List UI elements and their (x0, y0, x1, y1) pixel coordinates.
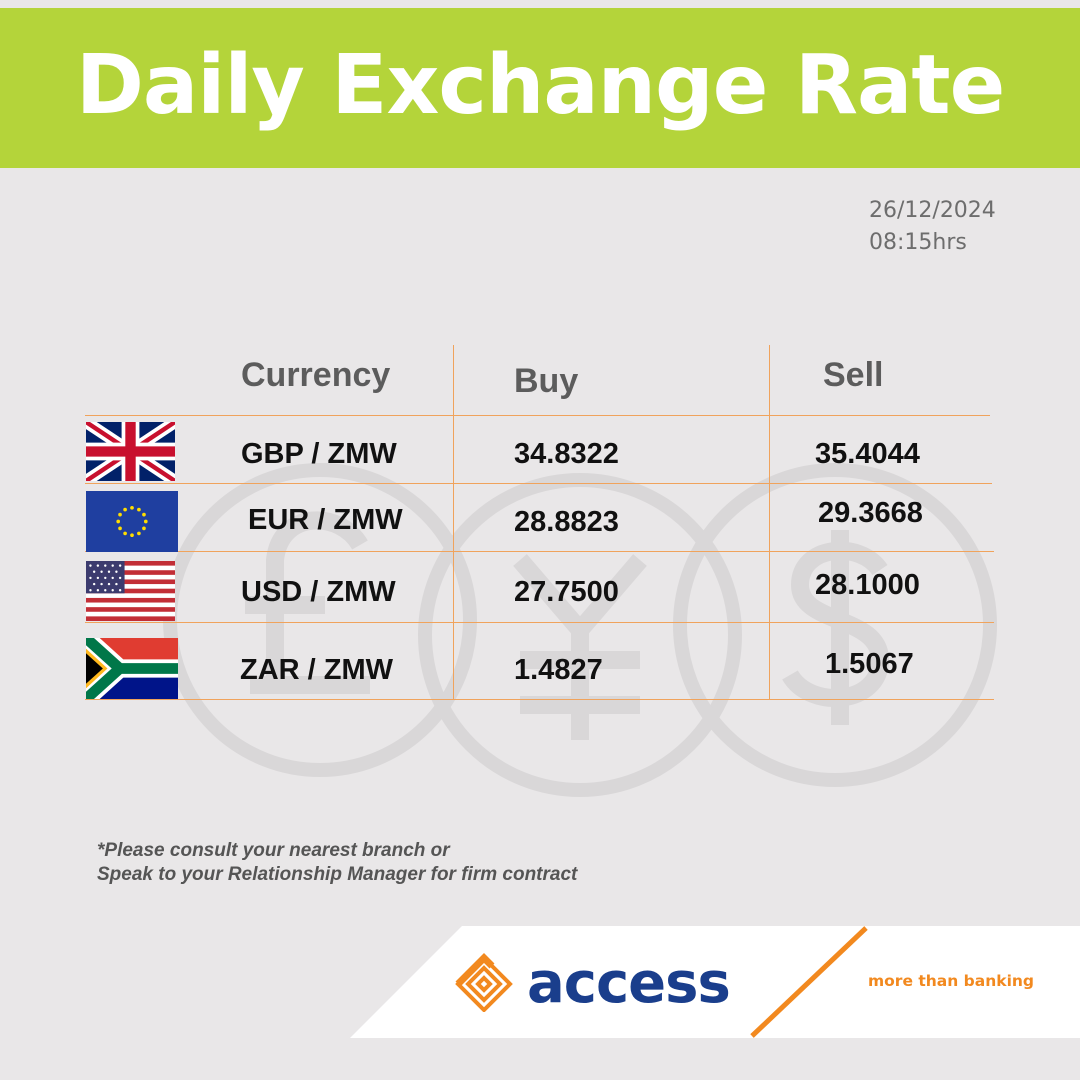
buy-rate: 34.8322 (514, 438, 619, 470)
yen-watermark-icon (418, 473, 742, 797)
row-divider (85, 415, 990, 416)
buy-rate: 27.7500 (514, 576, 619, 608)
currency-pair: EUR / ZMW (248, 504, 403, 536)
brand-name: access (527, 951, 731, 1016)
top-strip (0, 0, 1080, 8)
column-header-buy: Buy (514, 362, 579, 400)
sell-rate: 28.1000 (815, 569, 920, 601)
row-divider (85, 551, 994, 552)
disclaimer-line-1: *Please consult your nearest branch or (97, 840, 450, 861)
currency-pair: USD / ZMW (241, 576, 396, 608)
sell-rate: 29.3668 (818, 497, 923, 529)
buy-rate: 28.8823 (514, 506, 619, 538)
currency-pair: GBP / ZMW (241, 438, 397, 470)
sell-rate: 35.4044 (815, 438, 920, 470)
brand-tagline: more than banking (868, 972, 1035, 990)
disclaimer-line-2: Speak to your Relationship Manager for f… (97, 864, 578, 885)
date-label: 26/12/2024 (869, 198, 996, 223)
sell-rate: 1.5067 (825, 648, 914, 680)
row-divider (85, 483, 992, 484)
row-divider (85, 622, 994, 623)
footer-band (350, 926, 1080, 1038)
buy-rate: 1.4827 (514, 654, 603, 686)
row-divider (85, 699, 994, 700)
eu-flag-icon (86, 491, 178, 552)
currency-pair: ZAR / ZMW (240, 654, 394, 686)
time-label: 08:15hrs (869, 230, 967, 255)
us-flag-icon (86, 561, 175, 621)
column-header-sell: Sell (823, 356, 884, 394)
column-divider (453, 345, 454, 699)
column-header-currency: Currency (241, 356, 391, 394)
uk-flag-icon (86, 422, 175, 481)
access-diamond-logo-icon (455, 953, 513, 1012)
za-flag-icon (86, 638, 178, 699)
column-divider (769, 345, 770, 699)
page-title: Daily Exchange Rate (75, 38, 1005, 133)
title-banner: Daily Exchange Rate (0, 8, 1080, 168)
